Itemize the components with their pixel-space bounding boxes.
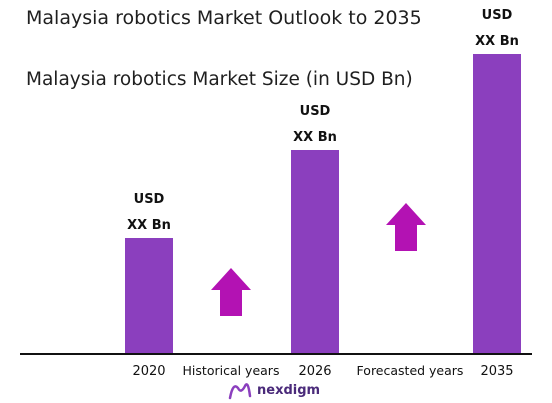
data-label-2020-line-1: USD bbox=[134, 192, 165, 207]
logo-wordmark: nexdigm bbox=[257, 383, 320, 398]
bar-2026 bbox=[291, 150, 339, 354]
chart-title: Malaysia robotics Market Outlook to 2035 bbox=[26, 7, 422, 29]
bar-2020 bbox=[125, 238, 173, 354]
data-label-2035-line-2: XX Bn bbox=[475, 34, 519, 49]
x-tick-label-2035: 2035 bbox=[480, 364, 513, 379]
data-label-2035-line-1: USD bbox=[482, 8, 513, 23]
nexdigm-logo: nexdigm bbox=[228, 383, 320, 400]
forecast-growth-arrow bbox=[386, 203, 426, 251]
x-tick-label-2026: 2026 bbox=[298, 364, 331, 379]
chart-subtitle: Malaysia robotics Market Size (in USD Bn… bbox=[26, 69, 413, 90]
nexdigm-logo-icon bbox=[228, 383, 252, 400]
x-tick-label-2020: 2020 bbox=[132, 364, 165, 379]
data-label-2026-line-1: USD bbox=[300, 104, 331, 119]
historical-years-annotation: Historical years bbox=[183, 363, 280, 378]
forecasted-years-annotation: Forecasted years bbox=[357, 363, 464, 378]
data-label-2020-line-2: XX Bn bbox=[127, 218, 171, 233]
data-label-group: USD XX Bn USD XX Bn USD XX Bn bbox=[127, 8, 519, 233]
x-tick-group: 2020 2026 2035 bbox=[132, 364, 513, 379]
data-label-2026-line-2: XX Bn bbox=[293, 130, 337, 145]
bar-2035 bbox=[473, 54, 521, 354]
bar-group bbox=[125, 54, 521, 354]
historical-growth-arrow bbox=[211, 268, 251, 316]
